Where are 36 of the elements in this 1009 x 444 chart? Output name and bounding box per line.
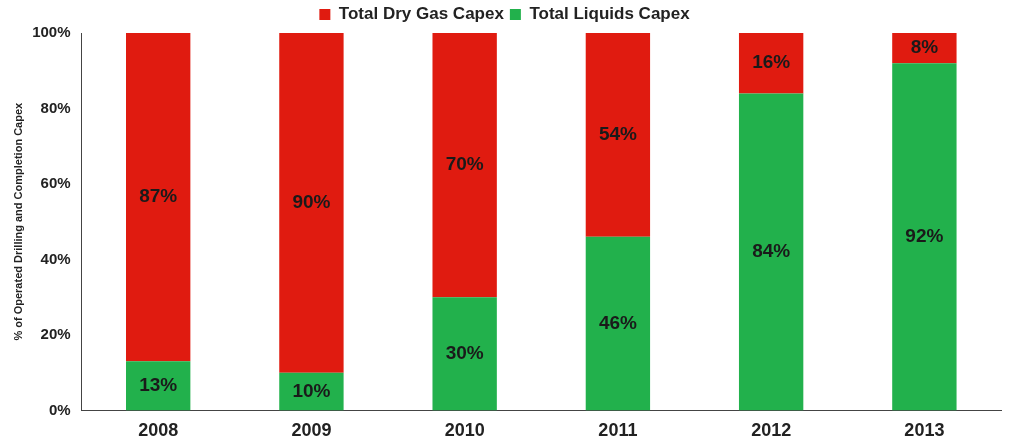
x-tick-label: 2009 [291, 420, 332, 441]
data-label: 13% [139, 374, 178, 396]
bar [585, 236, 651, 411]
y-tick-label: 20% [40, 325, 71, 343]
data-label: 54% [598, 123, 638, 145]
y-axis-title: % of Operated Drilling and Completion Capex [11, 101, 24, 341]
y-tick-label: 80% [40, 98, 71, 116]
bar [738, 33, 804, 94]
legend-label: Total Dry Gas Capex [338, 4, 505, 24]
bar [432, 33, 497, 298]
data-label: 30% [445, 342, 484, 364]
y-tick-label: 100% [32, 23, 71, 41]
data-label: 84% [752, 240, 791, 262]
data-label: 90% [292, 191, 331, 213]
bar [432, 297, 497, 411]
data-label: 87% [139, 185, 178, 207]
data-label: 46% [598, 311, 638, 333]
x-tick-label: 2008 [138, 420, 179, 441]
bar [279, 33, 344, 373]
y-tick-label: 0% [48, 400, 71, 418]
x-tick-label: 2010 [444, 420, 485, 441]
data-label: 70% [445, 153, 484, 175]
data-label: 16% [752, 51, 791, 73]
bar [738, 93, 804, 411]
y-tick-label: 60% [40, 174, 71, 192]
x-tick-label: 2012 [751, 420, 792, 441]
data-label: 10% [292, 379, 331, 401]
x-tick-label: 2013 [904, 420, 945, 441]
y-tick-label: 40% [40, 249, 71, 267]
bar [892, 63, 957, 411]
data-label: 92% [905, 225, 944, 247]
x-tick-label: 2011 [598, 420, 638, 441]
data-label: 8% [910, 36, 939, 58]
legend-label: Total Liquids Capex [529, 4, 691, 24]
bar [585, 33, 651, 237]
bar [126, 33, 191, 362]
